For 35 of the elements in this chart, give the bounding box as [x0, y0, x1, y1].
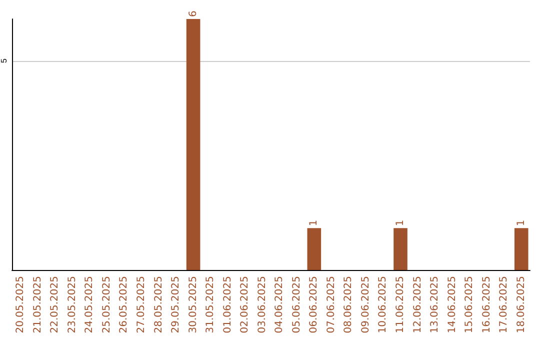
- x-tick-label: 16.06.2025: [481, 276, 492, 334]
- data-label: 1: [308, 220, 320, 226]
- x-tick-label: 23.05.2025: [66, 276, 78, 334]
- x-tick-label: 12.06.2025: [412, 276, 424, 334]
- x-tick-label: 15.06.2025: [464, 276, 476, 334]
- x-tick-label: 18.06.2025: [516, 276, 527, 334]
- x-tick-label: 01.06.2025: [222, 276, 234, 334]
- data-label: 1: [516, 220, 527, 226]
- x-tick-label: 21.05.2025: [32, 276, 44, 334]
- y-tick-label: 5: [0, 58, 8, 64]
- x-tick-label: 10.06.2025: [378, 276, 389, 334]
- x-tick-label: 02.06.2025: [240, 276, 251, 334]
- x-tick-label: 27.05.2025: [136, 276, 147, 334]
- x-tick-label: 28.05.2025: [153, 276, 164, 334]
- x-tick-label: 13.06.2025: [430, 276, 441, 334]
- x-tick-label: 14.06.2025: [446, 276, 458, 334]
- x-tick-label: 11.06.2025: [395, 276, 406, 334]
- x-tick-label: 24.05.2025: [84, 276, 96, 334]
- x-tick-label: 17.06.2025: [498, 276, 510, 334]
- x-tick-label: 07.06.2025: [326, 276, 337, 334]
- x-tick-label: 31.05.2025: [205, 276, 216, 334]
- x-tick-label: 30.05.2025: [188, 276, 199, 334]
- x-tick-label: 06.06.2025: [308, 276, 320, 334]
- x-tick-label: 22.05.2025: [50, 276, 61, 334]
- x-tick-label: 05.06.2025: [291, 276, 302, 334]
- x-tick-label: 08.06.2025: [343, 276, 354, 334]
- x-tick-label: 26.05.2025: [118, 276, 130, 334]
- x-tick-label: 29.05.2025: [170, 276, 182, 334]
- x-tick-label: 20.05.2025: [15, 276, 26, 334]
- x-tick-label: 09.06.2025: [360, 276, 372, 334]
- x-tick-label: 04.06.2025: [274, 276, 286, 334]
- data-label: 1: [395, 220, 406, 226]
- x-tick-label: 25.05.2025: [101, 276, 112, 334]
- data-label: 6: [188, 10, 199, 17]
- x-tick-label: 03.06.2025: [256, 276, 268, 334]
